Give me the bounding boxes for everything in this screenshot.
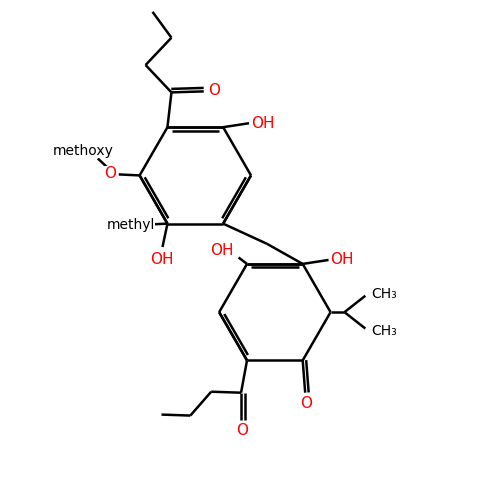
Text: O: O xyxy=(104,166,116,181)
Text: O: O xyxy=(236,424,248,438)
Text: methyl: methyl xyxy=(106,218,155,232)
Text: CH₃: CH₃ xyxy=(371,324,396,338)
Text: methoxy: methoxy xyxy=(52,144,114,158)
Text: OH: OH xyxy=(150,252,173,268)
Text: OH: OH xyxy=(210,242,234,258)
Text: OH: OH xyxy=(250,116,274,130)
Text: O: O xyxy=(300,396,312,411)
Text: OH: OH xyxy=(330,252,353,268)
Text: CH₃: CH₃ xyxy=(371,287,396,301)
Text: O: O xyxy=(208,83,220,98)
